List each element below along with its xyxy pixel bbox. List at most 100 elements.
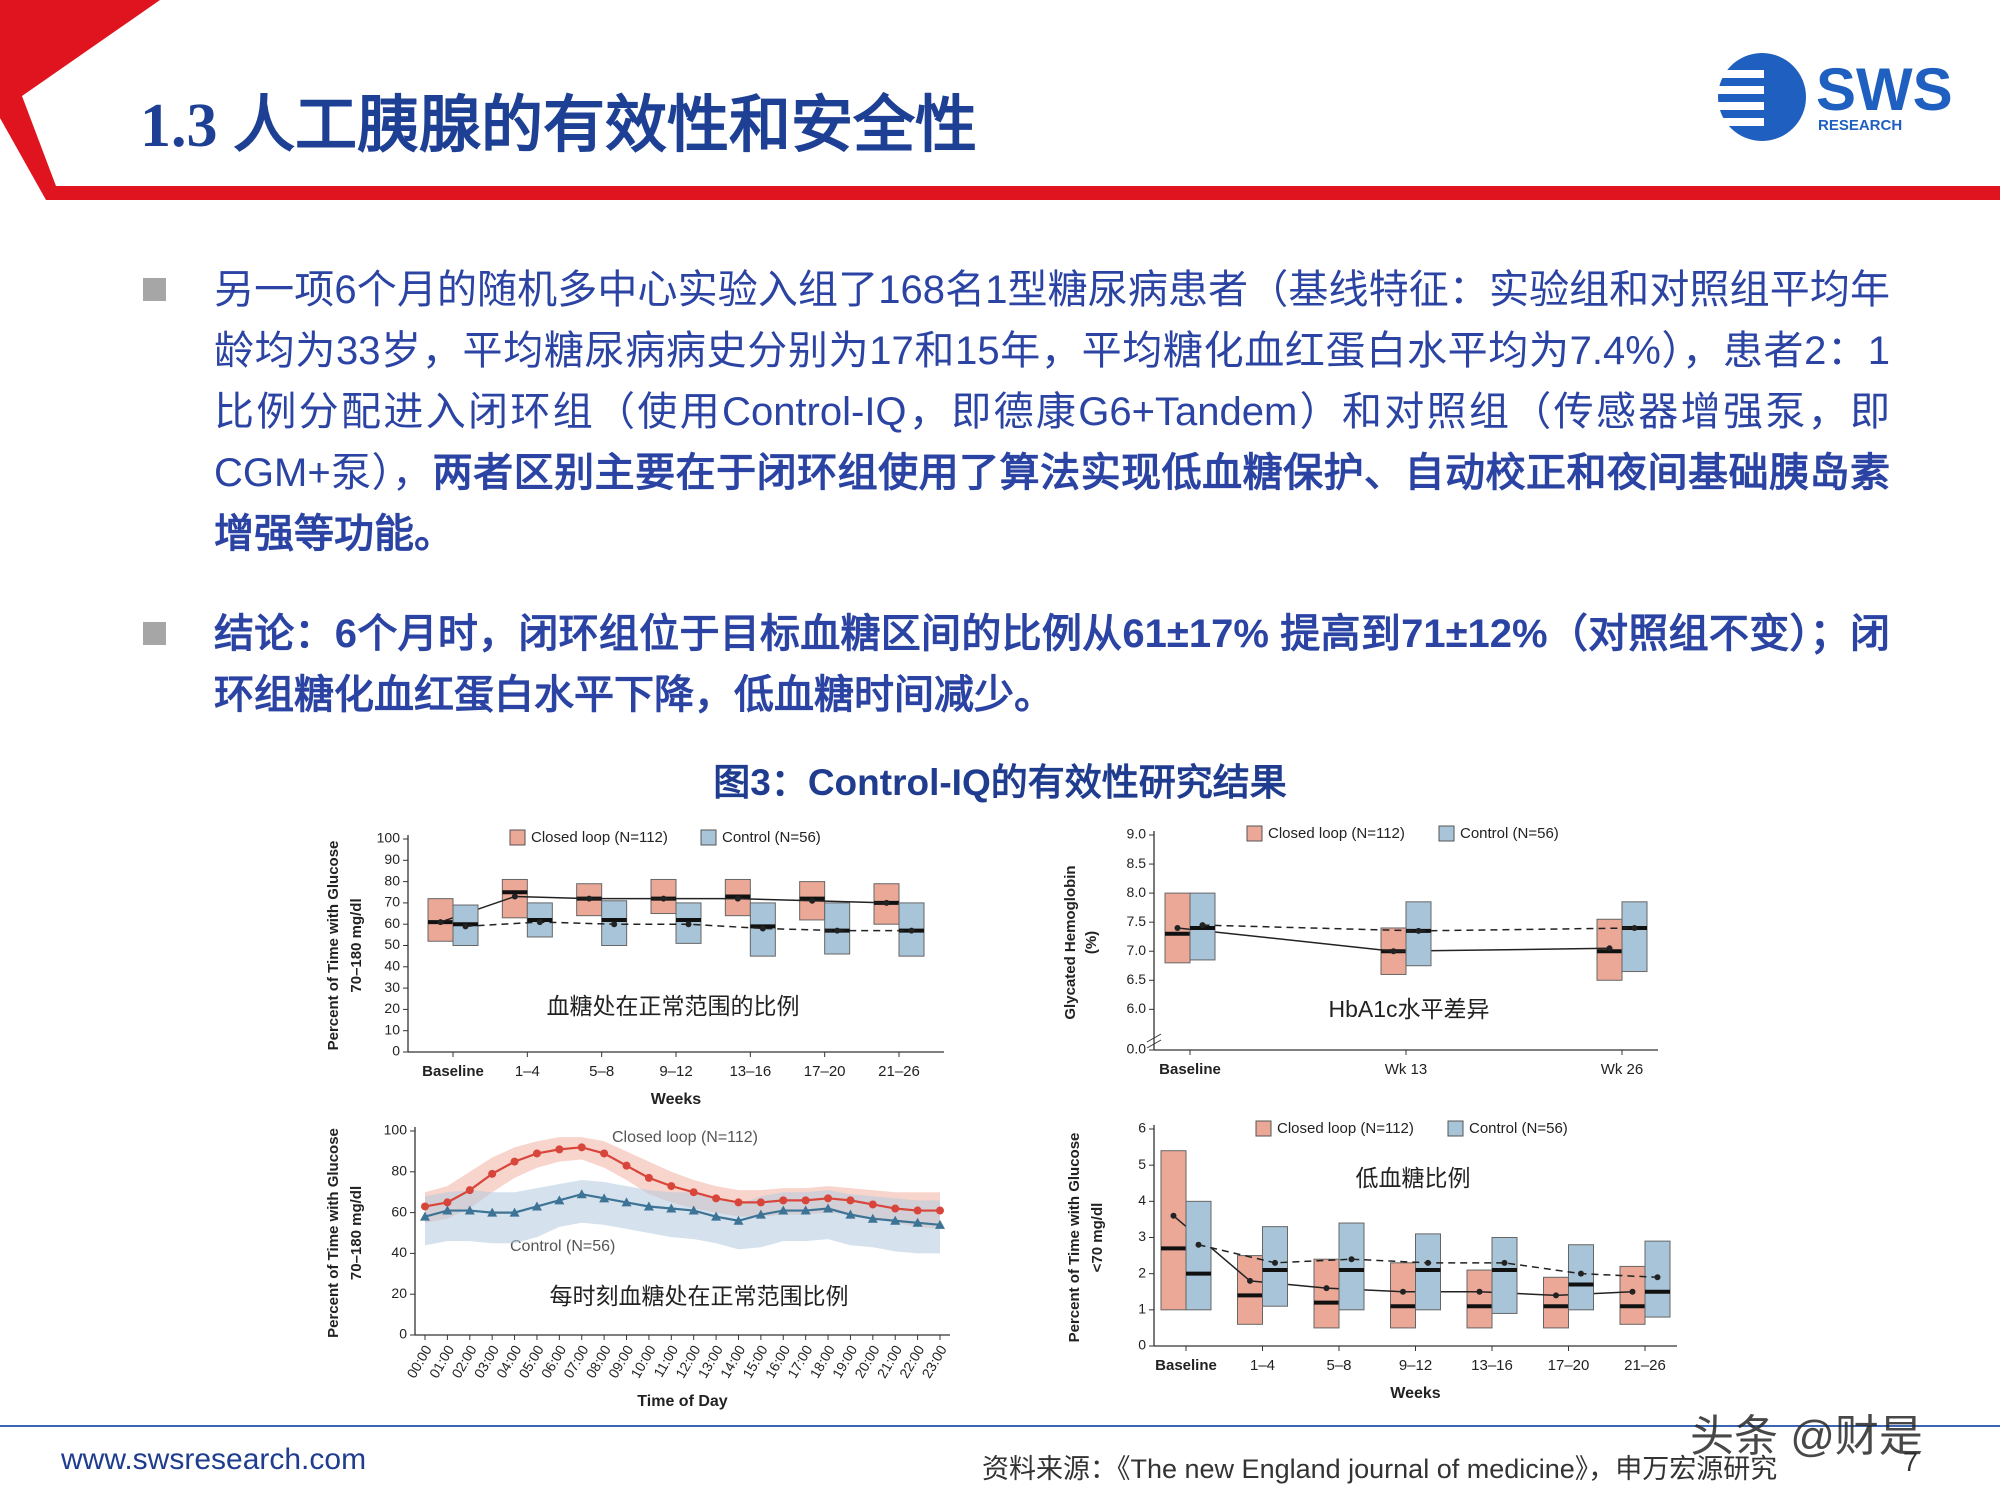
mean-dot [1476,1288,1483,1295]
legend-label: Control (N=56) [1469,1120,1568,1137]
annotation: HbA1c水平差异 [1328,996,1489,1022]
mean-dot [1553,1292,1559,1299]
slide-title: 1.3 人工胰腺的有效性和安全性 [140,92,978,160]
y-tick-label: 7.0 [1127,942,1147,958]
y-tick-label: 30 [384,979,400,995]
marker [488,1169,497,1178]
marker [688,1205,699,1215]
chart: 0 20 40 60 80 100 Percent of Time with Glucose… [325,1122,950,1410]
figure-caption: 图3：Control-IQ的有效性研究结果 [713,762,1287,803]
y-tick-label: 6 [1138,1120,1146,1136]
mean-dot [883,899,890,906]
x-tick-label: Wk 13 [1385,1061,1428,1078]
x-tick-label: 13–16 [729,1063,771,1080]
mean-dot [1272,1259,1278,1266]
marker [734,1198,743,1207]
marker [935,1219,945,1229]
logo-sub: RESEARCH [1818,117,1902,134]
chart: 0 10 20 30 40 50 60 70 80 90 100 Percent of Time wi… [325,829,944,1108]
bullet-bold: 结论：6个月时，闭环组位于目标血糖区间的比例从61±17% 提高到71±12%（… [214,612,1890,717]
mean-dot [1348,1256,1355,1263]
y-tick-label: 1 [1138,1301,1146,1317]
bullet: 另一项6个月的随机多中心实验入组了168名1型糖尿病患者（基线特征：实验组和对照… [214,260,1890,565]
marker [531,1201,542,1211]
logo-stripe [1718,70,1764,78]
y-tick-label: 80 [391,1163,407,1179]
y-tick-label: 40 [391,1244,407,1260]
bullet-bold: 两者区别主要在于闭环组使用了算法实现低血糖保护、自动校正和夜间基础胰岛素增强等功… [214,451,1891,556]
box [1491,1237,1518,1314]
y-tick-label: 90 [384,851,400,867]
x-tick-label: Baseline [422,1063,484,1080]
legend-label: Closed loop (N=112) [1268,825,1405,842]
marker [801,1196,810,1205]
mean-dot [536,919,543,926]
x-tick-label: Wk 26 [1601,1061,1644,1078]
series-label: Control (N=56) [510,1238,615,1255]
legend-label: Closed loop (N=112) [531,829,668,846]
mean-dot [1606,945,1613,952]
logo-name: SWS [1816,56,1953,123]
y-axis-label: Percent of Time with Glucose [325,841,342,1051]
mean-dot [1501,1259,1508,1266]
marker [577,1143,586,1152]
marker [554,1195,565,1205]
mean-dot [1390,948,1397,955]
marker [913,1206,922,1215]
footer-url: www.swsresearch.com [61,1443,367,1476]
box [1466,1269,1493,1329]
watermark: 头条 @财是 [1690,1412,1923,1461]
y-axis-label: Percent of Time with Glucose [1066,1133,1083,1343]
marker [867,1213,878,1223]
x-axis-label: Time of Day [637,1393,728,1410]
x-tick-label: 1–4 [1250,1357,1275,1374]
box [1621,901,1648,973]
box [1313,1258,1340,1329]
band [425,1179,940,1254]
y-tick-label: 60 [384,915,400,931]
x-tick-label: Baseline [1155,1357,1217,1374]
x-tick-label: 9–12 [659,1063,692,1080]
marker [756,1198,765,1207]
box [1160,1150,1187,1311]
y-tick-label: 9.0 [1127,826,1147,842]
box [1390,1262,1416,1329]
mean-dot [1199,922,1206,929]
x-axis-label: Weeks [651,1091,702,1108]
mean-dot [1425,1259,1431,1266]
x-tick-label: Baseline [1159,1061,1221,1078]
mean-dot [834,927,841,934]
y-axis-label: <70 mg/dl [1089,1203,1106,1273]
x-tick-label: 21–26 [878,1063,920,1080]
chart: 0 1 2 3 4 5 6 Percent of Time with Glucose <70 m… [1066,1120,1677,1402]
x-tick-label: 13–16 [1471,1357,1513,1374]
box [1543,1276,1569,1329]
x-tick-label: 5–8 [589,1063,614,1080]
marker [711,1211,722,1221]
series-line [424,1193,941,1226]
marker [644,1173,653,1182]
marker [442,1205,453,1215]
y-axis-label: (%) [1083,931,1100,954]
marker [778,1205,789,1215]
mean-dot [1629,1288,1636,1295]
logo: SWS RESEARCH [1718,53,1953,141]
mean-dot [462,923,469,930]
y-tick-label: 6.0 [1127,1000,1147,1016]
marker [600,1149,609,1158]
x-axis-label: Weeks [1390,1385,1441,1402]
y-tick-label: 10 [384,1021,400,1037]
marker [576,1189,587,1199]
marker [443,1198,452,1207]
y-axis-label: 70–180 mg/dl [348,898,365,992]
marker [622,1161,631,1170]
y-axis-label: Percent of Time with Glucose [325,1128,342,1338]
marker [733,1215,744,1225]
mean-dot [1174,924,1181,931]
marker [846,1196,855,1205]
marker [712,1194,721,1203]
marker [643,1201,654,1211]
mean-dot [1578,1270,1584,1277]
x-tick-label: 17–20 [1548,1357,1590,1374]
